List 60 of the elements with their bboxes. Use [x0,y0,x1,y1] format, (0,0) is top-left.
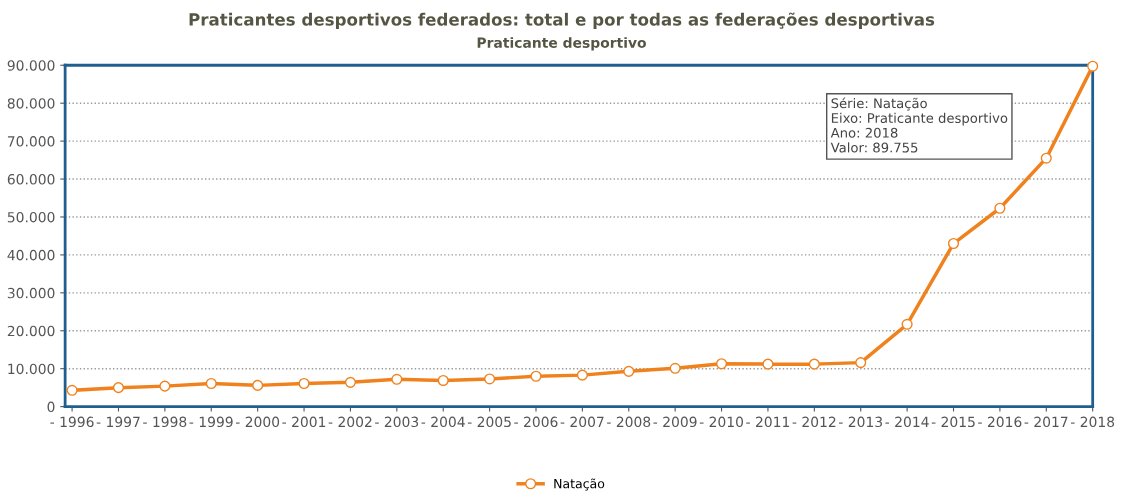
x-tick-label: - 2007 [560,416,604,428]
point [344,376,356,388]
x-tick-label: - 2010 [699,416,744,428]
point [252,379,264,391]
point [391,373,403,385]
point [669,362,681,374]
point [484,373,496,385]
x-tick-label: - 2017 [1024,416,1068,428]
x-tick-label: - 2001 [282,416,326,428]
y-tick-label: 70.000 [7,136,55,147]
point [1087,60,1099,72]
annotation: Série: Natação Eixo: Praticante desportivo Ano: 2018 Valor: 89.755 [830,97,1008,153]
point [855,357,867,369]
point [112,382,125,394]
y-tick-label: 80.000 [7,98,55,109]
point [205,377,217,390]
point [159,380,171,392]
y-tick-label: 40.000 [7,249,55,261]
x-tick-label: - 2000 [235,416,280,428]
point [762,358,774,370]
x-tick-label: - 1999 [189,416,233,428]
x-tick-label: - 1996 [50,416,94,428]
point [1040,152,1052,164]
point [298,377,310,390]
x-tick-label: - 2016 [978,416,1022,428]
x-tick-label: - 2003 [375,416,419,428]
x-tick-label: - 1997 [96,416,140,428]
point [716,358,728,370]
y-tick-label: 0 [47,401,55,413]
x-tick-label: - 2014 [885,416,929,428]
x-tick-label: - 2015 [931,416,975,428]
x-tick-label: - 2009 [653,416,697,428]
point [994,202,1006,214]
point [66,384,78,396]
point [623,365,635,377]
x-tick-label: - 1998 [143,416,187,428]
legend-label: Natação [554,478,605,491]
x-tick-label: - 2004 [421,416,465,428]
x-tick-label: - 2005 [467,416,511,428]
point [901,318,913,330]
x-tick-label: - 2002 [328,416,372,428]
x-tick-label: - 2012 [792,416,836,428]
x-tick-label: - 2011 [746,416,790,428]
x-tick-label: - 2013 [839,416,882,428]
y-tick-label: 90.000 [7,60,55,71]
y-tick-label: 60.000 [7,174,55,185]
y-tick-label: 50.000 [7,211,55,223]
point [808,358,820,370]
y-tick-label: 10.000 [8,363,55,375]
y-tick-label: 20.000 [7,325,55,337]
point [437,374,449,387]
y-tick-label: 30.000 [7,287,55,299]
point [530,370,542,382]
point [947,237,960,250]
point [576,369,588,381]
chart-title: Praticantes desportivos federados: total e por todas as federações desportivas [189,12,935,29]
chart-subtitle: Praticante desportivo [477,37,646,51]
x-tick-label: - 2006 [514,416,558,428]
x-tick-label: - 2008 [607,416,651,428]
x-tick-label: - 2018 [1070,416,1115,428]
